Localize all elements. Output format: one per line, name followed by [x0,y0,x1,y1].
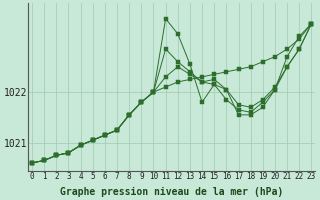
X-axis label: Graphe pression niveau de la mer (hPa): Graphe pression niveau de la mer (hPa) [60,186,283,197]
